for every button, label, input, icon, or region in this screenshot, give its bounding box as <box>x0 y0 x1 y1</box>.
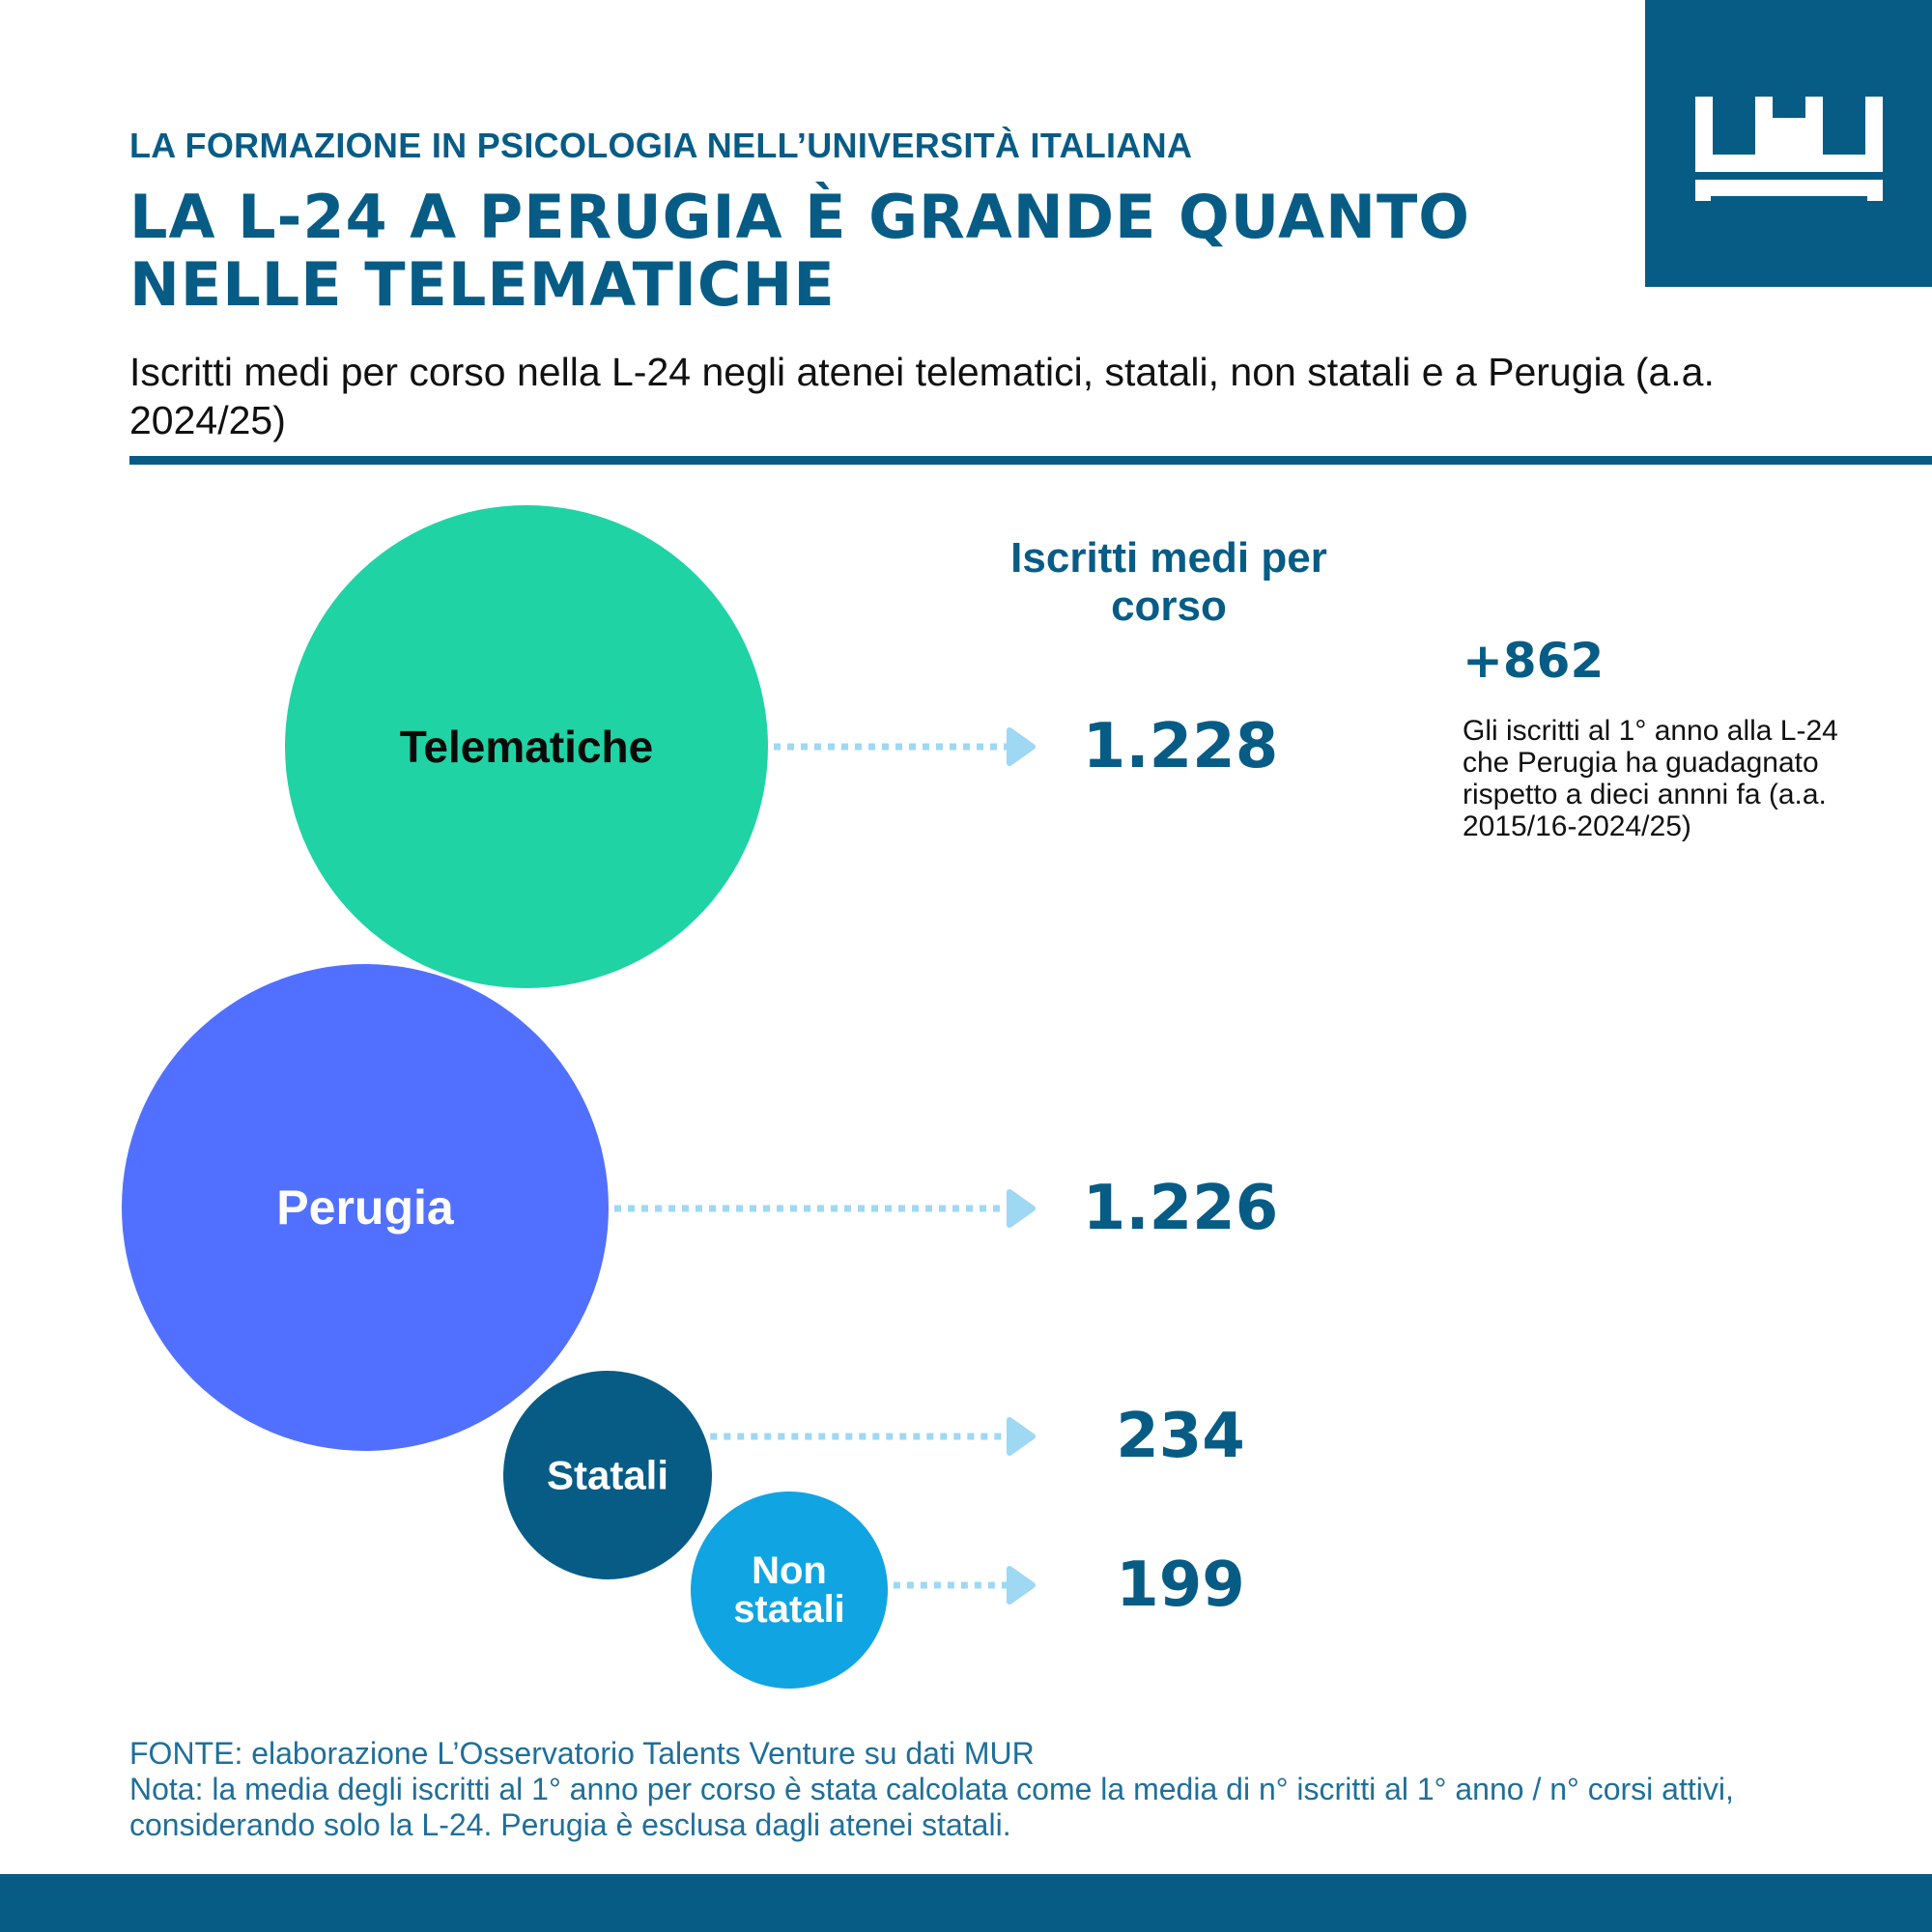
bubble-label: Non <box>752 1549 827 1592</box>
header-divider <box>129 456 1932 465</box>
bubble <box>122 964 609 1451</box>
value-label: 234 <box>1116 1401 1245 1472</box>
bubble <box>285 505 768 988</box>
arrow-head <box>1007 1566 1036 1605</box>
bubble-label: Statali <box>547 1453 668 1498</box>
page-title: LA L-24 A PERUGIA È GRANDE QUANTO NELLE … <box>129 182 1471 320</box>
highlight-text: Gli iscritti al 1° anno alla L-24 che Pe… <box>1463 715 1838 842</box>
value-label: 199 <box>1116 1549 1245 1621</box>
arrow-head <box>1007 1417 1036 1456</box>
footer-note: Nota: la media degli iscritti al 1° anno… <box>129 1772 1734 1842</box>
footer-source: FONTE: elaborazione L’Osservatorio Talen… <box>129 1736 1035 1771</box>
bubble <box>503 1371 712 1579</box>
arrow-head <box>1007 727 1036 766</box>
bubble-label: Telematiche <box>400 722 653 772</box>
value-label: 1.228 <box>1083 711 1278 782</box>
footer: FONTE: elaborazione L’Osservatorio Talen… <box>129 1736 1810 1843</box>
value-column-header: Iscritti medi per corso <box>1010 534 1327 630</box>
bubble <box>691 1492 888 1689</box>
bubble-label: Perugia <box>276 1180 455 1235</box>
crown-logo-icon <box>1695 97 1883 201</box>
logo-box <box>1645 0 1932 287</box>
kicker: LA FORMAZIONE IN PSICOLOGIA NELL’UNIVERS… <box>129 126 1193 165</box>
bottom-bar <box>0 1874 1932 1932</box>
highlight-value: +862 <box>1463 633 1605 689</box>
arrow-head <box>1007 1189 1036 1228</box>
bubble-label: statali <box>733 1588 845 1631</box>
page-subtitle: Iscritti medi per corso nella L-24 negli… <box>129 350 1715 442</box>
value-label: 1.226 <box>1083 1173 1278 1244</box>
